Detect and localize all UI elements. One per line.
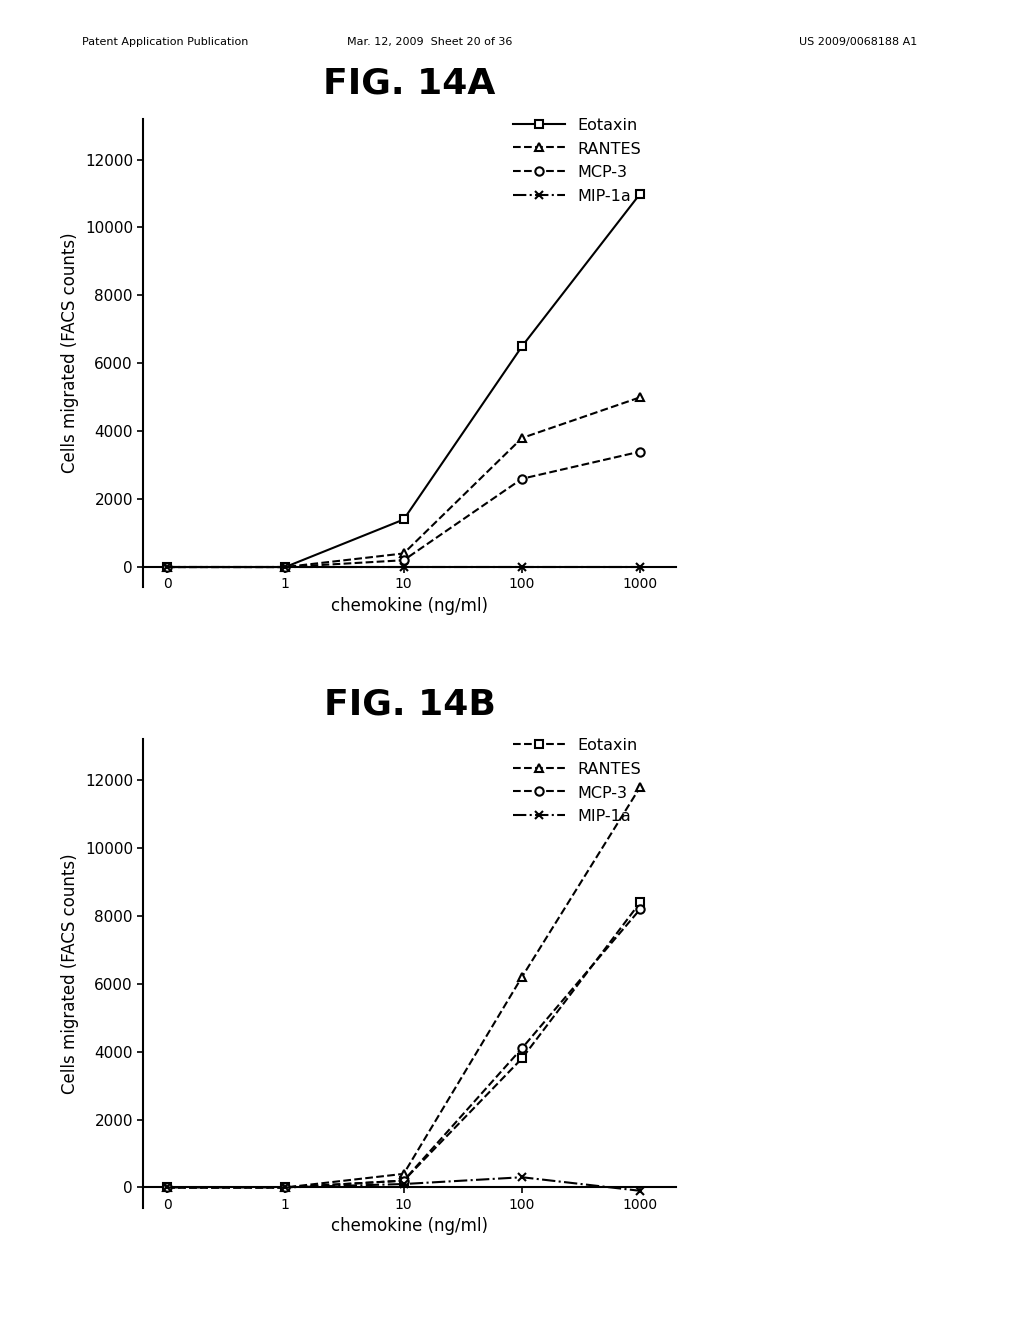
Text: Patent Application Publication: Patent Application Publication — [82, 37, 248, 48]
X-axis label: chemokine (ng/ml): chemokine (ng/ml) — [331, 1217, 488, 1236]
Y-axis label: Cells migrated (FACS counts): Cells migrated (FACS counts) — [61, 853, 79, 1094]
Legend: Eotaxin, RANTES, MCP-3, MIP-1a: Eotaxin, RANTES, MCP-3, MIP-1a — [513, 738, 641, 824]
Text: US 2009/0068188 A1: US 2009/0068188 A1 — [799, 37, 916, 48]
X-axis label: chemokine (ng/ml): chemokine (ng/ml) — [331, 597, 488, 615]
Y-axis label: Cells migrated (FACS counts): Cells migrated (FACS counts) — [61, 232, 79, 474]
Title: FIG. 14A: FIG. 14A — [324, 67, 496, 100]
Legend: Eotaxin, RANTES, MCP-3, MIP-1a: Eotaxin, RANTES, MCP-3, MIP-1a — [513, 117, 641, 203]
Title: FIG. 14B: FIG. 14B — [324, 688, 496, 721]
Text: Mar. 12, 2009  Sheet 20 of 36: Mar. 12, 2009 Sheet 20 of 36 — [347, 37, 513, 48]
